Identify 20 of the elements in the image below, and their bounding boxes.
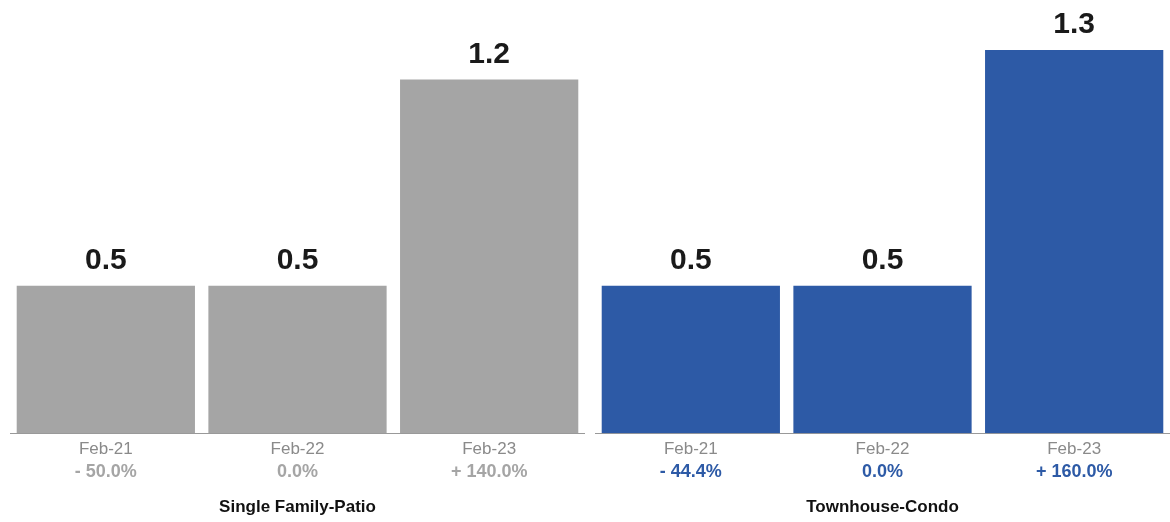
text: - 50.0% <box>74 461 137 482</box>
data-label: 0.5 <box>276 242 319 276</box>
x-tick-label: Feb-21 <box>78 439 133 459</box>
x-tick-label: Feb-21 <box>663 439 718 459</box>
data-label: 0.5 <box>861 242 904 276</box>
x-axis-title: Single Family-Patio <box>219 497 376 517</box>
data-label: 1.2 <box>468 35 511 69</box>
data-label: 0.5 <box>669 242 712 276</box>
x-tick-label: Feb-23 <box>1047 439 1102 459</box>
x-tick-label: Feb-22 <box>855 439 910 459</box>
x-tick-label: Feb-23 <box>462 439 517 459</box>
text: - 44.4% <box>659 461 722 482</box>
data-label: 1.3 <box>1053 6 1096 40</box>
text: 0.0% <box>861 461 904 482</box>
text: + 160.0% <box>1035 461 1113 482</box>
x-tick-label: Feb-22 <box>270 439 325 459</box>
x-axis-title: Townhouse-Condo <box>806 497 959 517</box>
text: + 140.0% <box>450 461 528 482</box>
data-label: 0.5 <box>84 242 127 276</box>
text: 0.0% <box>276 461 319 482</box>
